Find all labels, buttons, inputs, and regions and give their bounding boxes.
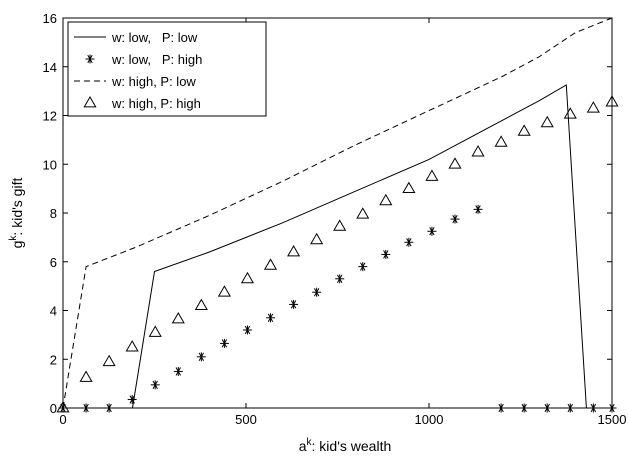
data-point-star — [473, 204, 483, 214]
data-point-star — [565, 403, 575, 413]
data-point-triangle — [356, 207, 370, 219]
legend-label: w: high, P: low — [111, 74, 196, 89]
x-tick-label: 1000 — [415, 412, 444, 427]
data-point-triangle — [310, 232, 324, 245]
y-axis-label-base: g — [9, 241, 25, 249]
legend-entry: w: low, P: high — [85, 52, 202, 67]
data-point-triangle — [471, 145, 485, 157]
legend-label: w: low, P: high — [111, 52, 202, 67]
x-axis-ticks: 0 500 1000 1500 — [59, 18, 626, 427]
data-point-star — [427, 226, 437, 236]
x-tick-label: 0 — [59, 412, 66, 427]
data-point-triangle — [425, 169, 439, 181]
y-tick-label: 8 — [50, 206, 57, 221]
data-point-star — [289, 299, 299, 309]
data-point-star — [312, 287, 322, 297]
data-point-star — [173, 366, 183, 376]
x-axis-label-rest: : kid's wealth — [312, 438, 392, 454]
legend-box — [67, 21, 267, 117]
data-point-triangle — [79, 370, 93, 382]
data-point-triangle — [194, 298, 208, 311]
legend-triangle-swatch — [83, 95, 97, 108]
y-tick-label: 4 — [50, 304, 57, 319]
data-point-star — [150, 380, 160, 390]
legend: w: low, P: low w: low, P: high w: high, P:… — [67, 21, 267, 117]
legend-star-swatch — [85, 54, 95, 64]
data-point-star — [519, 403, 529, 413]
legend-entry: w: high, P: high — [83, 95, 201, 111]
data-point-triangle — [448, 157, 462, 169]
data-point-star — [358, 262, 368, 272]
data-point-star — [266, 313, 276, 323]
x-axis-label: ak: kid's wealth — [299, 437, 392, 454]
data-point-triangle — [402, 181, 416, 194]
data-point-triangle — [333, 219, 347, 231]
data-point-triangle — [217, 285, 231, 297]
data-point-star — [588, 403, 598, 413]
series-1 — [58, 204, 617, 413]
data-point-star — [404, 237, 414, 247]
data-point-triangle — [102, 354, 116, 367]
data-point-triangle — [379, 193, 393, 206]
legend-entry: w: low, P: low — [74, 30, 198, 45]
data-point-triangle — [605, 95, 619, 107]
data-point-star — [81, 403, 91, 413]
data-point-triangle — [586, 101, 600, 113]
data-point-star — [127, 394, 137, 404]
data-point-triangle — [517, 124, 531, 136]
y-tick-label: 14 — [43, 60, 57, 75]
data-point-triangle — [240, 271, 255, 284]
y-tick-label: 6 — [50, 255, 57, 270]
data-point-star — [450, 214, 460, 224]
data-point-triangle — [563, 107, 577, 119]
x-tick-label: 500 — [235, 412, 257, 427]
legend-label: w: high, P: high — [111, 96, 201, 111]
data-point-triangle — [125, 340, 139, 352]
data-point-star — [496, 403, 506, 413]
series-line — [63, 84, 587, 409]
data-point-triangle — [56, 400, 70, 413]
y-tick-label: 10 — [43, 157, 57, 172]
data-point-triangle — [540, 115, 554, 128]
data-point-star — [381, 249, 391, 259]
y-tick-label: 16 — [43, 11, 57, 26]
data-point-star — [242, 325, 252, 335]
y-tick-label: 2 — [50, 352, 57, 367]
data-point-triangle — [287, 244, 301, 257]
series-layer — [56, 17, 619, 413]
data-point-star — [219, 338, 229, 348]
data-point-triangle — [171, 312, 185, 324]
data-point-triangle — [494, 135, 508, 147]
x-axis-label-sup: k — [307, 437, 313, 448]
y-axis-label-rest: : kid's gift — [9, 178, 25, 236]
data-point-star — [104, 403, 114, 413]
x-axis-label-base: a — [299, 438, 307, 454]
data-point-star — [542, 403, 552, 413]
series-0 — [63, 84, 587, 409]
data-point-star — [335, 274, 345, 284]
legend-entry: w: high, P: low — [74, 74, 196, 89]
y-tick-label: 12 — [43, 109, 57, 124]
legend-label: w: low, P: low — [111, 30, 198, 45]
data-point-triangle — [263, 258, 278, 270]
y-axis-ticks: 0 2 4 6 8 10 12 14 16 — [43, 11, 612, 416]
data-point-star — [196, 352, 206, 362]
y-axis-label: gk: kid's gift — [8, 178, 25, 249]
y-tick-label: 0 — [50, 401, 57, 416]
series-3 — [56, 95, 619, 413]
x-tick-label: 1500 — [598, 412, 627, 427]
y-axis-label-sup: k — [8, 235, 19, 241]
data-point-triangle — [148, 325, 162, 337]
